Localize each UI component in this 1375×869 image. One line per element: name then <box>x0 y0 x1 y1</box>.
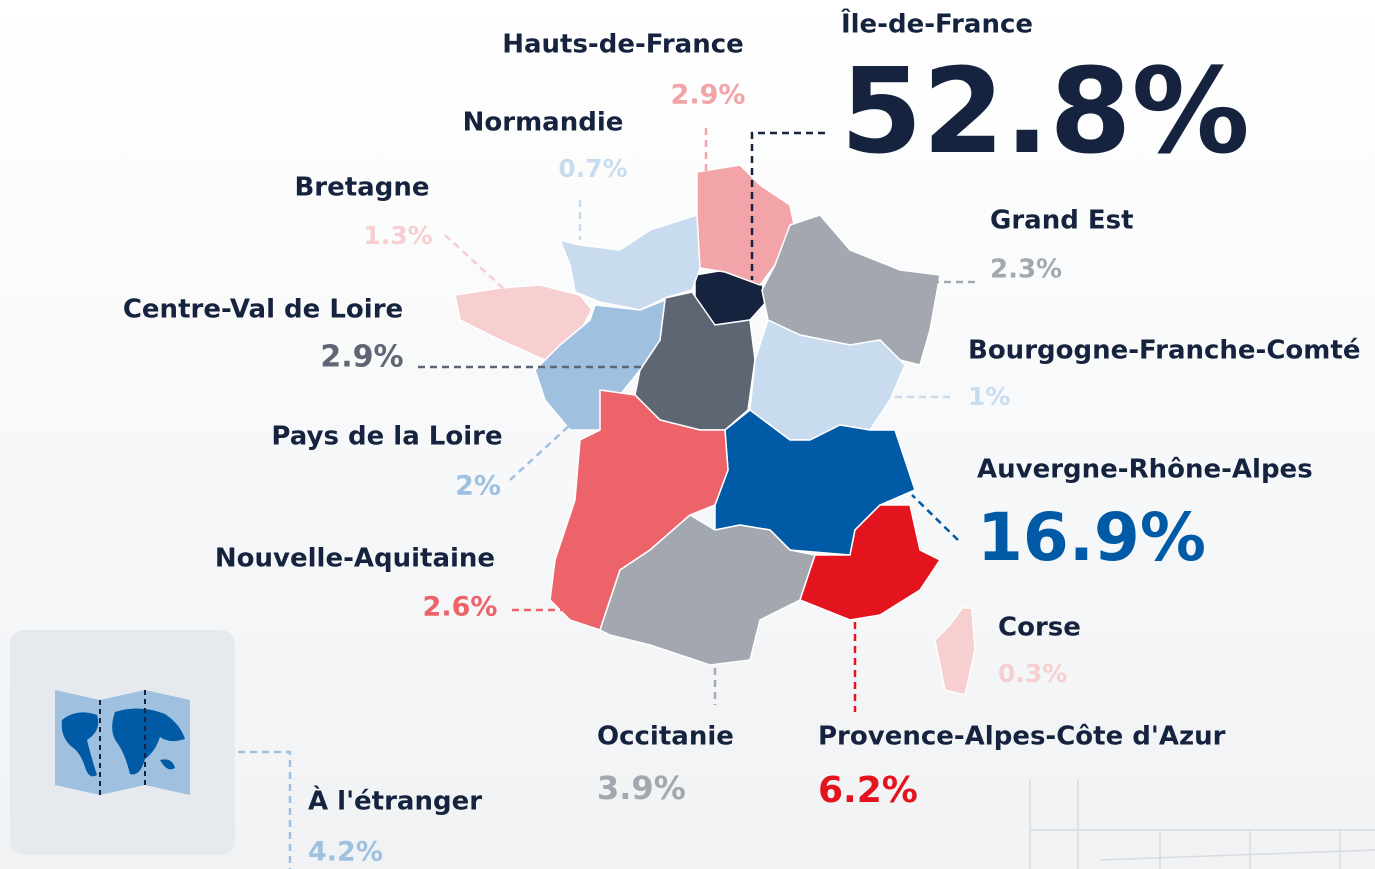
region-value: 2% <box>455 471 501 502</box>
leader-lines <box>190 128 975 869</box>
leader-line <box>911 494 959 541</box>
region-value: 2.3% <box>990 255 1062 285</box>
region-name: Provence-Alpes-Côte d'Azur <box>818 722 1226 752</box>
region-name: Bourgogne-Franche-Comté <box>968 336 1360 366</box>
leader-line <box>190 750 292 869</box>
region-value: 0.3% <box>998 659 1067 688</box>
leader-line <box>444 234 506 291</box>
region-value: 4.2% <box>308 837 383 868</box>
leader-line <box>750 131 825 280</box>
pylons <box>1029 780 1375 869</box>
region-name: Normandie <box>463 108 624 138</box>
region-name: Occitanie <box>597 722 734 752</box>
region-value: 6.2% <box>818 770 918 811</box>
region-value: 2.9% <box>320 340 403 375</box>
region-name: Bretagne <box>294 173 429 203</box>
france-map <box>454 164 976 696</box>
region-value: 16.9% <box>977 499 1206 576</box>
region-value: 2.6% <box>423 592 498 623</box>
region-shape <box>799 504 942 621</box>
region-shape <box>934 607 976 696</box>
region-name: Hauts-de-France <box>502 30 744 60</box>
region-name: Pays de la Loire <box>271 422 502 452</box>
region-name: À l'étranger <box>308 785 482 817</box>
region-name: Centre-Val de Loire <box>123 295 403 325</box>
region-value: 52.8% <box>840 42 1249 180</box>
region-name: Île-de-France <box>841 8 1033 40</box>
region-value: 1% <box>968 382 1010 411</box>
region-value: 0.7% <box>558 154 627 183</box>
region-name: Nouvelle-Aquitaine <box>215 544 495 574</box>
region-value: 1.3% <box>363 221 432 250</box>
region-shape <box>558 213 701 311</box>
region-name: Corse <box>998 613 1081 643</box>
abroad-icon <box>10 630 235 855</box>
region-shape <box>599 514 816 666</box>
region-name: Grand Est <box>990 206 1134 236</box>
region-value: 3.9% <box>597 769 686 807</box>
region-value: 2.9% <box>671 80 746 111</box>
region-name: Auvergne-Rhône-Alpes <box>977 455 1313 485</box>
leader-line <box>509 424 571 481</box>
